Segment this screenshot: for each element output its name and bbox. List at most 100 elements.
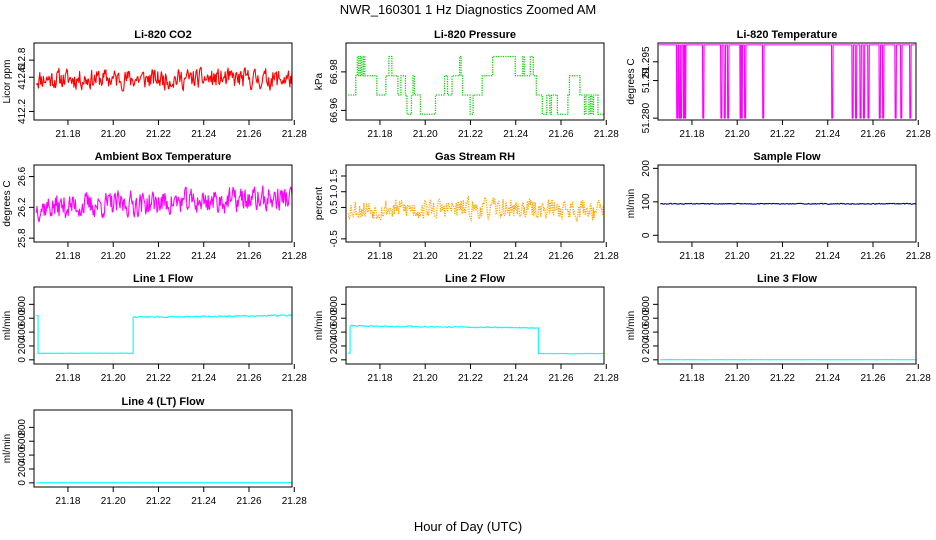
y-axis-label: degrees C [2,180,13,226]
figure-xlabel: Hour of Day (UTC) [414,519,522,534]
y-tick-label: 200 [329,337,340,354]
y-tick-label: 800 [641,296,652,313]
plot-frame [33,286,293,365]
x-tick-label: 21.22 [770,251,795,262]
x-tick-label: 21.20 [101,373,126,384]
x-tick-label: 21.20 [101,251,126,262]
y-tick-label: 0.5 [329,200,340,214]
x-tick-label: 21.22 [458,373,483,384]
series-line-sample-flow [659,202,916,205]
y-tick-label: 51.29 [641,68,652,93]
panel-ambient-box-temperature: Ambient Box Temperature degrees C 21.18 21.… [2,151,307,262]
x-tick-label: 21.20 [413,129,438,140]
series-group [35,185,292,223]
y-tick-label: 800 [329,296,340,313]
panel-title: Line 4 (LT) Flow [122,396,205,408]
y-tick-label: 800 [17,296,28,313]
x-tick-label: 21.26 [860,129,885,140]
y-tick-label: -0.5 [329,230,340,248]
series-line-line-2 [348,324,604,355]
x-tick-label: 21.26 [236,373,261,384]
x-tick-label: 21.28 [594,373,619,384]
x-tick-label: 21.28 [594,251,619,262]
x-tick-label: 21.28 [282,496,307,507]
y-tick-label: 200 [641,160,652,177]
y-tick-label: 600 [17,432,28,449]
y-tick-label: 26.6 [17,166,28,186]
series-group [659,202,916,205]
x-tick-label: 21.24 [191,129,216,140]
plot-frame [657,42,917,121]
x-tick-label: 21.24 [191,496,216,507]
x-tick-label: 21.20 [725,373,750,384]
x-tick-label: 21.18 [55,129,80,140]
x-tick-label: 21.26 [548,251,573,262]
y-tick-label: 412.8 [17,47,28,72]
y-tick-label: 800 [17,419,28,436]
x-tick-label: 21.26 [548,129,573,140]
y-tick-label: 600 [329,309,340,326]
x-tick-label: 21.28 [906,251,931,262]
x-tick-label: 21.24 [815,373,840,384]
x-tick-label: 21.20 [725,129,750,140]
x-tick-label: 21.28 [282,251,307,262]
plot-frame [33,164,293,243]
plot-frame [33,409,293,488]
series-line-rh [347,196,604,222]
x-tick-label: 21.22 [146,129,171,140]
y-axis-label: percent [314,187,325,221]
panel-gas-stream-rh: Gas Stream RH percent 21.18 21.20 21.22 21.24… [314,151,619,262]
x-tick-label: 21.26 [236,129,261,140]
x-tick-label: 21.28 [282,373,307,384]
x-tick-label: 21.24 [503,129,528,140]
y-axis-label: ml/min [314,311,325,340]
x-tick-label: 21.28 [594,129,619,140]
panel-title: Li-820 CO2 [134,29,191,41]
y-tick-label: 0 [17,357,28,363]
x-tick-label: 21.24 [503,373,528,384]
x-tick-label: 21.18 [367,373,392,384]
x-tick-label: 21.18 [367,129,392,140]
y-tick-label: 0 [329,357,340,363]
series-line-co2 [35,66,292,92]
x-tick-label: 21.18 [367,251,392,262]
x-tick-label: 21.22 [458,251,483,262]
x-tick-label: 21.26 [548,373,573,384]
x-tick-label: 21.28 [282,129,307,140]
series-group [348,324,604,355]
x-tick-label: 21.20 [101,496,126,507]
y-tick-label: 400 [641,323,652,340]
x-tick-label: 21.22 [770,129,795,140]
x-tick-label: 21.24 [815,129,840,140]
panel-sample-flow: Sample Flow ml/min 21.18 21.20 21.22 21.24 21.… [626,151,931,262]
y-tick-label: 200 [641,337,652,354]
x-tick-label: 21.20 [101,129,126,140]
panel-line-1-flow: Line 1 Flow ml/min 21.18 21.20 21.22 21.24 21.… [2,273,307,384]
x-tick-label: 21.18 [679,251,704,262]
y-tick-label: 0 [641,357,652,363]
series-line-line-1 [35,314,292,355]
y-tick-label: 412.6 [17,64,28,89]
y-tick-label: 0 [641,232,652,238]
x-tick-label: 21.26 [860,373,885,384]
x-tick-label: 21.20 [413,373,438,384]
plot-frame [657,286,917,365]
panel-title: Line 2 Flow [445,273,505,285]
panel-li820-co2: Li-820 CO2 Licor ppm 21.18 21.20 21.22 21.24 2… [2,29,307,140]
plot-frame [345,286,605,365]
y-tick-label: 400 [17,446,28,463]
y-tick-label: 600 [641,309,652,326]
x-tick-label: 21.26 [860,251,885,262]
x-tick-label: 21.26 [236,251,261,262]
plot-frame [657,164,917,243]
series-group [347,196,604,222]
panel-line-2-flow: Line 2 Flow ml/min 21.18 21.20 21.22 21.24 21.… [314,273,619,384]
plot-frame [345,42,605,121]
panel-title: Sample Flow [753,151,821,163]
y-tick-label: 1.0 [329,184,340,198]
x-tick-label: 21.24 [191,251,216,262]
x-tick-label: 21.28 [906,129,931,140]
panel-line-4-lt-flow: Line 4 (LT) Flow ml/min 21.18 21.20 21.22 21.… [2,396,307,507]
figure-title: NWR_160301 1 Hz Diagnostics Zoomed AM [340,2,597,17]
